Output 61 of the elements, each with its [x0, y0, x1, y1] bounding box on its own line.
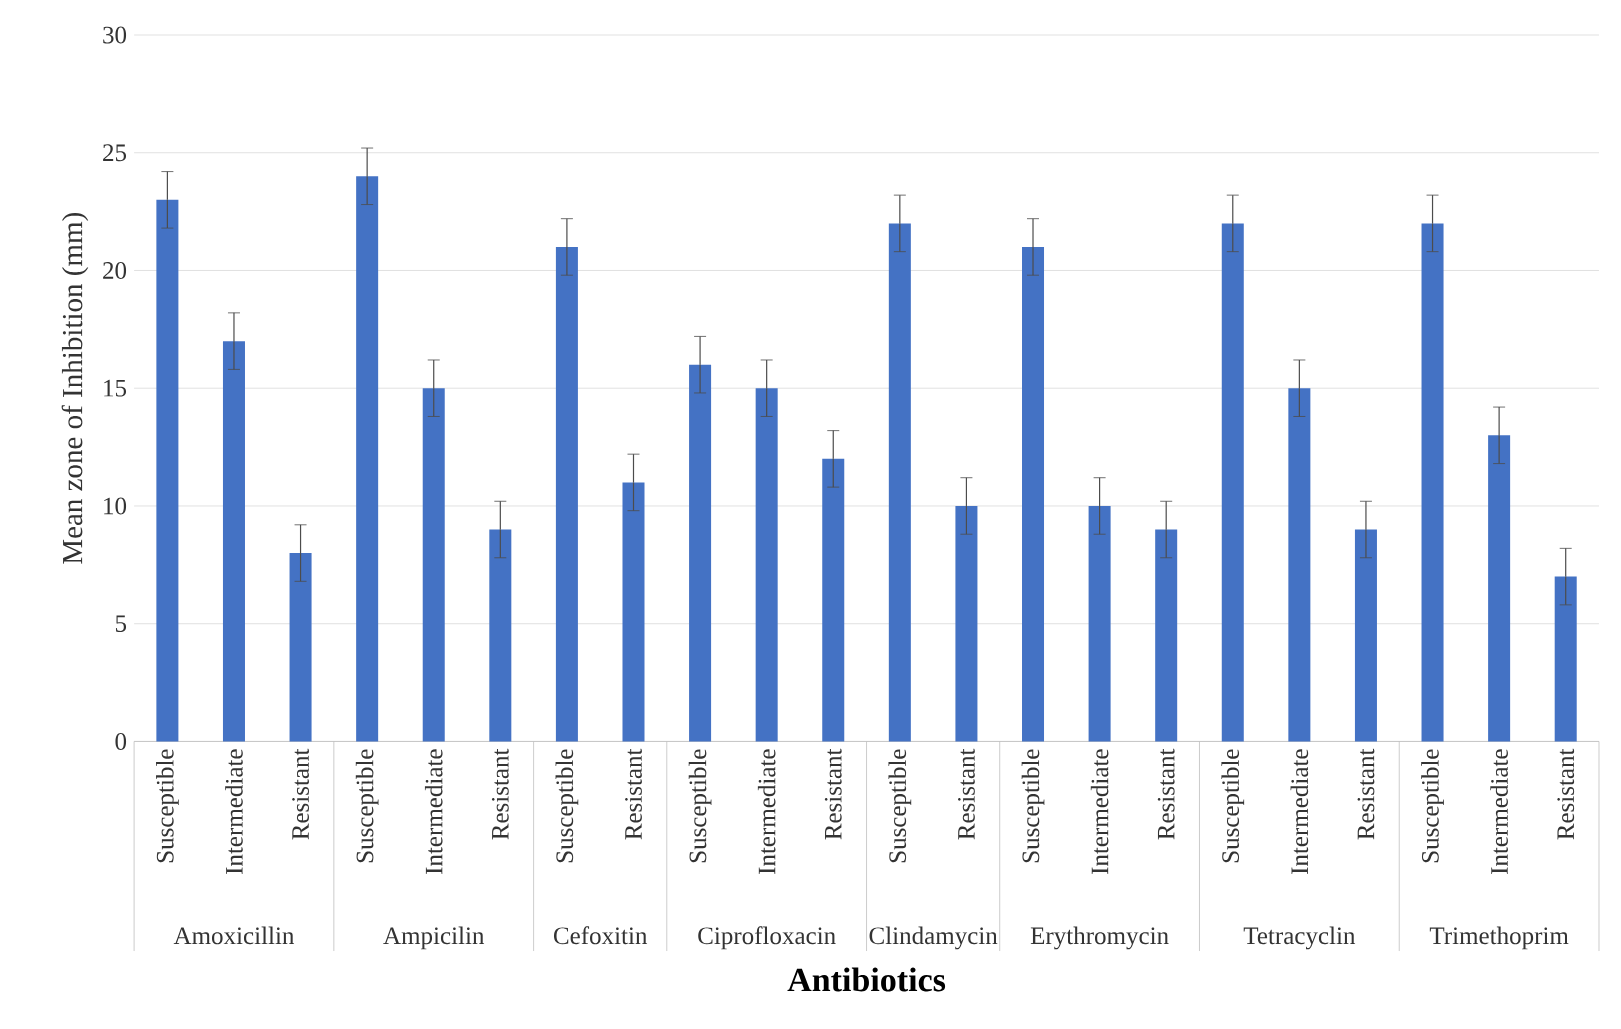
text: Clindamycin — [869, 926, 998, 950]
x-tick-label: Resistant — [824, 748, 842, 840]
x-tick-label: Resistant — [491, 748, 509, 840]
text: Amoxicillin — [173, 926, 295, 945]
bar — [1288, 388, 1311, 742]
y-tick-label: 15 — [104, 380, 127, 397]
bar — [489, 529, 512, 742]
y-tick-label: 30 — [103, 26, 127, 44]
y-tick-label: 20 — [103, 262, 127, 280]
x-tick-label: Intermediate — [1290, 749, 1309, 875]
x-tick-label: Intermediate — [757, 749, 776, 875]
bar — [356, 176, 379, 742]
bar — [622, 482, 645, 742]
bar — [222, 341, 245, 742]
x-tick-label: Resistant — [1557, 748, 1575, 840]
bar — [822, 459, 845, 742]
text: Ampicilin — [383, 926, 485, 950]
text: Cefoxitin — [553, 926, 648, 945]
bar — [888, 223, 911, 742]
x-tick-label: Susceptible — [555, 749, 579, 863]
x-tick-label: Resistant — [292, 748, 309, 840]
bar — [1421, 223, 1444, 742]
y-tick-label: 0 — [115, 733, 127, 751]
y-tick-label: 25 — [103, 144, 127, 162]
x-tick-label: Resistant — [625, 748, 642, 840]
bar — [689, 364, 712, 742]
y-tick-label: 10 — [104, 497, 127, 515]
x-tick-label: Resistant — [1357, 748, 1375, 840]
y-axis-title: Mean zone of Inhibition (mm) — [61, 213, 89, 565]
x-tick-label: Susceptible — [1021, 749, 1045, 863]
bar — [1354, 529, 1377, 742]
x-tick-label: Intermediate — [225, 749, 243, 875]
bar — [1221, 223, 1244, 742]
bar — [1022, 247, 1045, 742]
text: Erythromycin — [1030, 926, 1169, 950]
text: Trimethoprim — [1429, 926, 1569, 950]
bar — [422, 388, 445, 742]
bar — [1155, 529, 1178, 742]
bar — [1488, 435, 1511, 742]
bar — [1088, 506, 1111, 742]
bar — [755, 388, 778, 742]
x-tick-label: Susceptible — [156, 749, 179, 863]
x-tick-label: Resistant — [1157, 748, 1175, 840]
x-tick-label: Susceptible — [355, 749, 379, 863]
bar — [555, 247, 578, 742]
x-tick-label: Susceptible — [1421, 749, 1444, 863]
y-tick-label: 5 — [115, 615, 127, 633]
x-tick-label: Resistant — [958, 748, 975, 840]
text: Tetracyclin — [1243, 926, 1356, 950]
bar — [289, 553, 312, 742]
x-tick-label: Susceptible — [688, 749, 712, 863]
x-axis-title: Antibiotics — [787, 967, 946, 992]
x-tick-label: Susceptible — [888, 749, 912, 863]
bar — [955, 506, 978, 742]
x-tick-label: Intermediate — [1490, 749, 1508, 875]
x-tick-label: Intermediate — [1090, 749, 1109, 875]
x-tick-label: Intermediate — [424, 749, 443, 875]
bar — [1554, 576, 1577, 742]
bar — [156, 200, 179, 742]
x-tick-label: Susceptible — [1221, 749, 1245, 863]
text: Ciprofloxacin — [698, 926, 836, 950]
